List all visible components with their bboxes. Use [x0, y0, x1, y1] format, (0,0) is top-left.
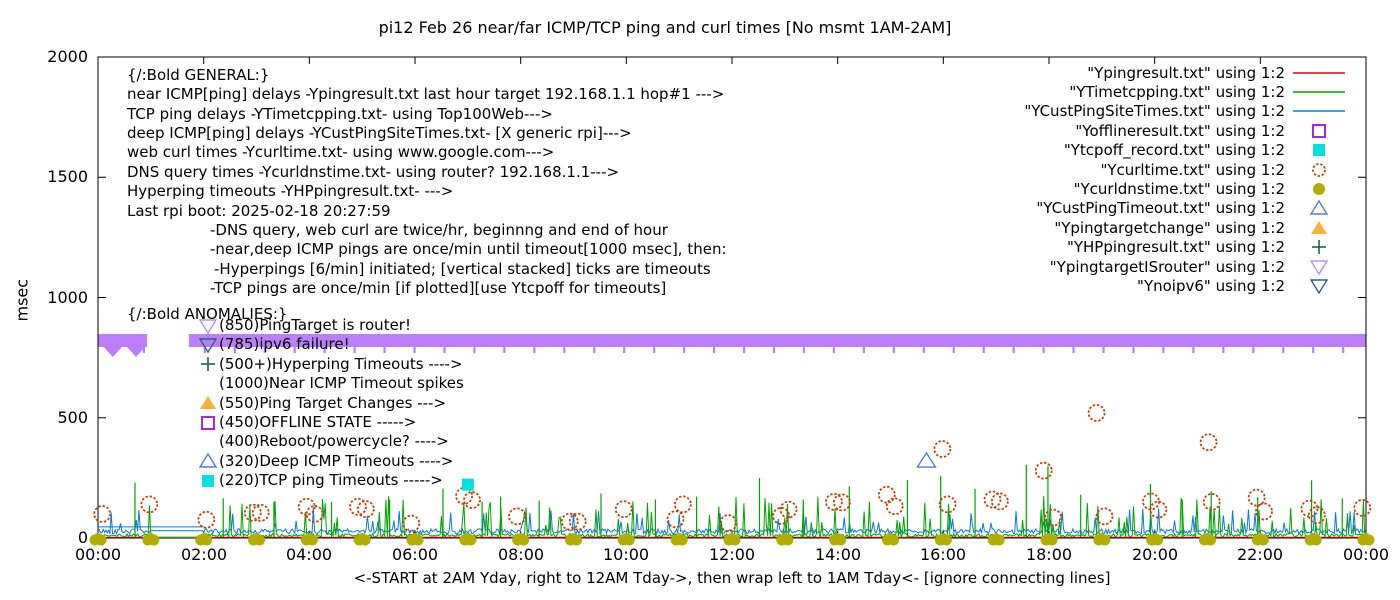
anomaly-row: (1000)Near ICMP Timeout spikes	[199, 374, 464, 393]
legend-marker-line-icon	[1291, 84, 1347, 100]
legend-label: "Ycurldnstime.txt" using 1:2	[1073, 179, 1285, 198]
legend-row: "Ycurltime.txt" using 1:2	[0, 160, 1347, 179]
general-line: TCP ping delays -YTimetcpping.txt- using…	[127, 104, 553, 123]
legend-label: "YpingtargetISrouter" using 1:2	[1049, 257, 1285, 276]
anomaly-text: (220)TCP ping Timeouts ----->	[219, 471, 443, 490]
anomaly-row: (500+)Hyperping Timeouts ---->	[199, 355, 463, 374]
legend-row: "YTimetcpping.txt" using 1:2	[0, 82, 1347, 101]
x-tick-label: 22:00	[1236, 545, 1284, 564]
anomaly-marker-square-filled-icon	[199, 472, 217, 490]
y-tick-label: 0	[77, 528, 88, 547]
legend-row: "Ypingresult.txt" using 1:2	[0, 63, 1347, 82]
legend-marker-line-icon	[1291, 65, 1347, 81]
x-tick-label: 04:00	[285, 545, 333, 564]
general-line: Last rpi boot: 2025-02-18 20:27:59	[127, 201, 391, 220]
x-tick-label: 18:00	[1025, 545, 1073, 564]
anomaly-marker-tri-up-filled-icon	[199, 394, 217, 412]
anomaly-marker-tri-down-open-icon	[199, 336, 217, 354]
y-tick-label: 1500	[47, 167, 88, 186]
general-line: -near,deep ICMP pings are once/min until…	[210, 240, 727, 259]
legend-label: "Ycurltime.txt" using 1:2	[1100, 160, 1285, 179]
anomaly-marker-plus-icon	[199, 355, 217, 373]
legend-label: "Yofflineresult.txt" using 1:2	[1075, 121, 1285, 140]
anomaly-row: (400)Reboot/powercycle? ---->	[199, 432, 449, 451]
anomaly-text: (550)Ping Target Changes --->	[219, 393, 447, 412]
anomaly-text: (450)OFFLINE STATE ----->	[219, 413, 417, 431]
general-line: Hyperping timeouts -YHPpingresult.txt- -…	[127, 182, 454, 201]
legend-label: "YCustPingSiteTimes.txt" using 1:2	[1024, 102, 1285, 121]
anomaly-marker-square-open-icon	[199, 414, 217, 432]
anomaly-row: (320)Deep ICMP Timeouts ---->	[199, 452, 453, 471]
x-axis-label: <-START at 2AM Yday, right to 12AM Tday-…	[353, 569, 1111, 587]
general-line: web curl times -Ycurltime.txt- using www…	[127, 143, 555, 162]
legend-row: "YpingtargetISrouter" using 1:2	[0, 257, 1347, 276]
x-tick-label: 10:00	[602, 545, 650, 564]
general-line: deep ICMP[ping] delays -YCustPingSiteTim…	[127, 124, 632, 143]
legend-marker-circle-open-icon	[1291, 162, 1347, 178]
legend-label: "YTimetcpping.txt" using 1:2	[1069, 82, 1285, 101]
legend-marker-dot-filled-icon	[1291, 181, 1347, 197]
general-line: {/:Bold GENERAL:}	[127, 66, 270, 84]
anomaly-text: (320)Deep ICMP Timeouts ---->	[219, 451, 454, 470]
x-tick-label: 14:00	[814, 545, 862, 564]
anomaly-row: (785)ipv6 failure!	[199, 335, 350, 354]
legend-row: "Ypingtargetchange" using 1:2	[0, 218, 1347, 237]
anomaly-row: (450)OFFLINE STATE ----->	[199, 413, 416, 432]
anomaly-text: (1000)Near ICMP Timeout spikes	[219, 374, 464, 393]
legend-label: "Ytcpoff_record.txt" using 1:2	[1063, 141, 1285, 160]
anomaly-row: (850)PingTarget is router!	[199, 316, 411, 335]
legend-marker-tri-down-open-icon	[1291, 278, 1347, 294]
legend-marker-tri-up-filled-icon	[1291, 220, 1347, 236]
anomaly-text: (785)ipv6 failure!	[219, 335, 350, 354]
y-tick-label: 1000	[47, 288, 88, 307]
anomaly-marker-none	[199, 375, 217, 393]
legend-row: "YCustPingTimeout.txt" using 1:2	[0, 199, 1347, 218]
general-line: -TCP pings are once/min [if plotted][use…	[210, 278, 667, 297]
legend-marker-tri-down-open-icon	[1291, 259, 1347, 275]
y-tick-label: 2000	[47, 47, 88, 66]
x-tick-label: 06:00	[391, 545, 439, 564]
legend-label: "Ypingtargetchange" using 1:2	[1054, 218, 1285, 237]
anomaly-row: (220)TCP ping Timeouts ----->	[199, 471, 443, 490]
legend-row: "Ycurldnstime.txt" using 1:2	[0, 179, 1347, 198]
x-tick-label: 00:00	[1342, 545, 1390, 564]
legend-row: "YHPpingresult.txt" using 1:2	[0, 238, 1347, 257]
chart-title: pi12 Feb 26 near/far ICMP/TCP ping and c…	[378, 18, 952, 37]
legend-row: "YCustPingSiteTimes.txt" using 1:2	[0, 102, 1347, 121]
legend-label: "Ypingresult.txt" using 1:2	[1087, 63, 1285, 82]
x-tick-label: 00:00	[74, 545, 122, 564]
anomaly-text: (500+)Hyperping Timeouts ---->	[219, 354, 463, 373]
x-tick-label: 16:00	[919, 545, 967, 564]
legend-marker-tri-up-open-icon	[1291, 200, 1347, 216]
x-tick-label: 08:00	[497, 545, 545, 564]
anomaly-marker-none	[199, 433, 217, 451]
general-line: near ICMP[ping] delays -Ypingresult.txt …	[127, 85, 725, 104]
legend-marker-line-icon	[1291, 103, 1347, 119]
general-line: -Hyperpings [6/min] initiated; [vertical…	[214, 259, 711, 278]
general-line: DNS query times -Ycurldnstime.txt- using…	[127, 162, 620, 181]
anomaly-marker-tri-up-open-icon	[199, 452, 217, 470]
legend-row: "Yofflineresult.txt" using 1:2	[0, 121, 1347, 140]
x-tick-label: 20:00	[1131, 545, 1179, 564]
legend-marker-plus-icon	[1291, 239, 1347, 255]
anomalies-header: {/:Bold ANOMALIES:}	[127, 305, 288, 323]
legend-label: "YCustPingTimeout.txt" using 1:2	[1036, 199, 1285, 218]
legend-marker-square-filled-icon	[1291, 142, 1347, 158]
anomaly-row: (550)Ping Target Changes --->	[199, 394, 446, 413]
anomaly-text: (850)PingTarget is router!	[219, 316, 411, 334]
legend-row: "Ytcpoff_record.txt" using 1:2	[0, 141, 1347, 160]
legend-row: "Ynoipv6" using 1:2	[0, 276, 1347, 295]
legend-label: "YHPpingresult.txt" using 1:2	[1066, 238, 1285, 257]
general-line: -DNS query, web curl are twice/hr, begin…	[210, 220, 668, 239]
legend-marker-square-open-icon	[1291, 123, 1347, 139]
anomaly-text: (400)Reboot/powercycle? ---->	[219, 432, 449, 451]
x-tick-label: 12:00	[708, 545, 756, 564]
y-tick-label: 500	[57, 408, 88, 427]
anomaly-marker-tri-down-open-icon	[199, 317, 217, 335]
x-tick-label: 02:00	[180, 545, 228, 564]
legend-label: "Ynoipv6" using 1:2	[1137, 276, 1285, 295]
